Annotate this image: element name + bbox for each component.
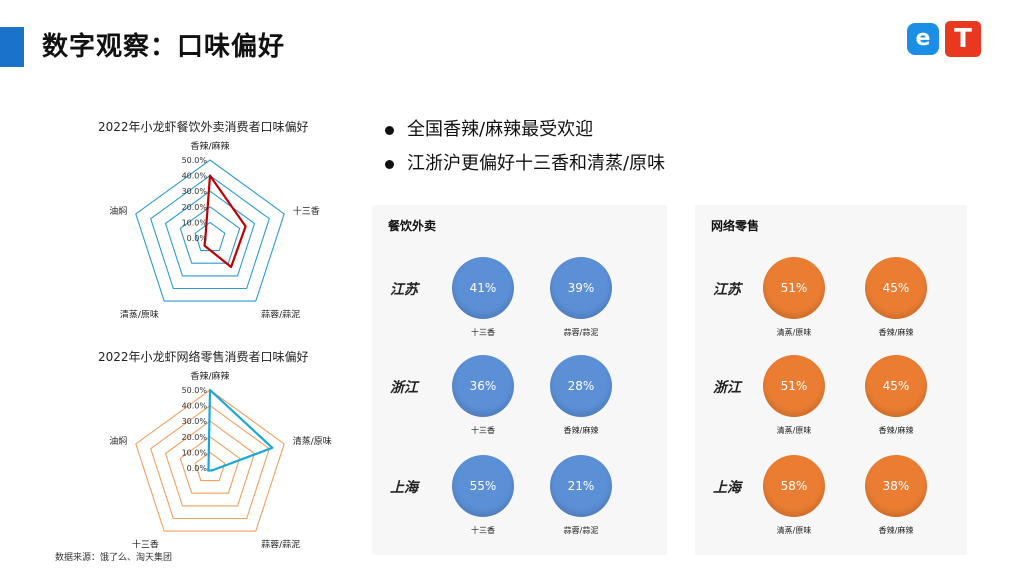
radar-scale-label: 30.0% [182, 187, 208, 196]
takeout-row-zhejiang: 浙江 36% 十三香 28% 香辣/麻辣 [372, 353, 667, 443]
bubble-label: 蒜蓉/蒜泥 [563, 328, 599, 337]
bullet-item: 江浙沪更偏好十三香和清蒸/原味 [383, 152, 665, 186]
retail-panel-title: 网络零售 [711, 219, 760, 233]
radar-axis-label: 油焖 [109, 205, 127, 217]
title-accent-bar [0, 27, 24, 67]
province-label: 江苏 [390, 282, 418, 298]
taotian-logo: T [945, 21, 981, 57]
bubble-label: 香辣/麻辣 [878, 426, 914, 435]
data-source: 数据来源：饿了么、淘天集团 [55, 553, 173, 563]
eleme-logo: e [907, 23, 939, 55]
bullet-text: 全国香辣/麻辣最受欢迎 [407, 119, 594, 140]
bubble-label: 清蒸/原味 [776, 328, 812, 337]
radar-axis-label: 十三香 [293, 205, 320, 217]
retail-row-shanghai: 上海 58% 清蒸/原味 38% 香辣/麻辣 [695, 453, 967, 543]
retail-row-jiangsu: 江苏 51% 清蒸/原味 45% 香辣/麻辣 [695, 255, 967, 345]
bubble-label: 十三香 [471, 426, 495, 435]
province-label: 江苏 [713, 282, 741, 298]
radar-1-title: 2022年小龙虾餐饮外卖消费者口味偏好 [98, 120, 309, 134]
radar-scale-label: 20.0% [182, 203, 208, 212]
radar-series-line [207, 388, 274, 472]
radar-grid-ring [135, 159, 285, 302]
radar-scale-label: 0.0% [187, 234, 208, 243]
bullet-item: 全国香辣/麻辣最受欢迎 [383, 118, 665, 152]
radar-grid-ring [194, 451, 226, 482]
bullet-text: 江浙沪更偏好十三香和清蒸/原味 [407, 153, 666, 174]
radar-axis-label: 蒜蓉/蒜泥 [261, 538, 300, 548]
bullet-list: 全国香辣/麻辣最受欢迎 江浙沪更偏好十三香和清蒸/原味 [383, 118, 665, 186]
radar-grid-ring [150, 404, 270, 520]
radar-scale-label: 30.0% [182, 417, 208, 426]
province-label: 上海 [713, 480, 741, 496]
retail-bubble: 45% [865, 257, 927, 319]
bubble-label: 十三香 [471, 328, 495, 337]
retail-bubble: 58% [763, 455, 825, 517]
retail-row-zhejiang: 浙江 51% 清蒸/原味 45% 香辣/麻辣 [695, 353, 967, 443]
takeout-bubble: 28% [550, 355, 612, 417]
radar-scale-label: 50.0% [182, 386, 208, 395]
bullet-dot-icon [385, 160, 394, 169]
radar-chart-retail: 50.0% 40.0% 30.0% 20.0% 10.0% 0.0% 香辣/麻辣清蒸/原味蒜… [109, 370, 332, 548]
radar-scale-label: 0.0% [187, 464, 208, 473]
takeout-row-jiangsu: 江苏 41% 十三香 39% 蒜蓉/蒜泥 [372, 255, 667, 345]
takeout-row-shanghai: 上海 55% 十三香 21% 蒜蓉/蒜泥 [372, 453, 667, 543]
radar-scale-label: 50.0% [182, 156, 208, 165]
radar-axis-label: 油焖 [109, 435, 127, 447]
retail-bubble: 45% [865, 355, 927, 417]
radar-axis-label: 香辣/麻辣 [190, 370, 229, 382]
retail-panel: 网络零售 江苏 51% 清蒸/原味 45% 香辣/麻辣 浙江 51% 清蒸/原味… [695, 205, 967, 555]
radar-scale-label: 20.0% [182, 433, 208, 442]
takeout-bubble: 41% [452, 257, 514, 319]
takeout-bubble: 39% [550, 257, 612, 319]
radar-scale-label: 10.0% [182, 218, 208, 227]
retail-bubble: 51% [763, 257, 825, 319]
radar-grid-ring [164, 420, 256, 507]
bubble-label: 十三香 [471, 526, 495, 535]
radar-axis-label: 香辣/麻辣 [190, 140, 229, 152]
takeout-panel-title: 餐饮外卖 [388, 219, 437, 233]
radar-grid-ring [150, 174, 270, 290]
bubble-label: 清蒸/原味 [776, 426, 812, 435]
radar-grid-ring [135, 389, 285, 532]
bubble-label: 蒜蓉/蒜泥 [563, 526, 599, 535]
radar-grid-ring [179, 436, 241, 494]
retail-bubble: 51% [763, 355, 825, 417]
takeout-bubble: 36% [452, 355, 514, 417]
radar-axis-label: 清蒸/原味 [293, 435, 332, 447]
radar-grid-ring [164, 190, 256, 277]
radar-scale-label: 10.0% [182, 448, 208, 457]
radar-axis-label: 清蒸/原味 [120, 308, 159, 318]
bubble-label: 香辣/麻辣 [878, 526, 914, 535]
bubble-label: 清蒸/原味 [776, 526, 812, 535]
page-title: 数字观察：口味偏好 [42, 32, 286, 62]
radar-scale-label: 40.0% [182, 172, 208, 181]
radar-axis-label: 蒜蓉/蒜泥 [261, 308, 300, 318]
takeout-panel: 餐饮外卖 江苏 41% 十三香 39% 蒜蓉/蒜泥 浙江 36% 十三香 28%… [372, 205, 667, 555]
province-label: 浙江 [390, 380, 418, 396]
radar-grid-ring [179, 206, 241, 264]
bullet-dot-icon [385, 126, 394, 135]
province-label: 上海 [390, 480, 418, 496]
radar-series-line [203, 174, 247, 269]
radar-scale-label: 40.0% [182, 402, 208, 411]
takeout-bubble: 21% [550, 455, 612, 517]
province-label: 浙江 [713, 380, 741, 396]
radar-2-title: 2022年小龙虾网络零售消费者口味偏好 [98, 350, 309, 364]
takeout-bubble: 55% [452, 455, 514, 517]
radar-axis-label: 十三香 [132, 538, 159, 548]
radar-chart-takeout: 50.0% 40.0% 30.0% 20.0% 10.0% 0.0% 香辣/麻辣十三香蒜蓉/… [109, 140, 320, 318]
bubble-label: 香辣/麻辣 [878, 328, 914, 337]
bubble-label: 香辣/麻辣 [563, 426, 599, 435]
retail-bubble: 38% [865, 455, 927, 517]
